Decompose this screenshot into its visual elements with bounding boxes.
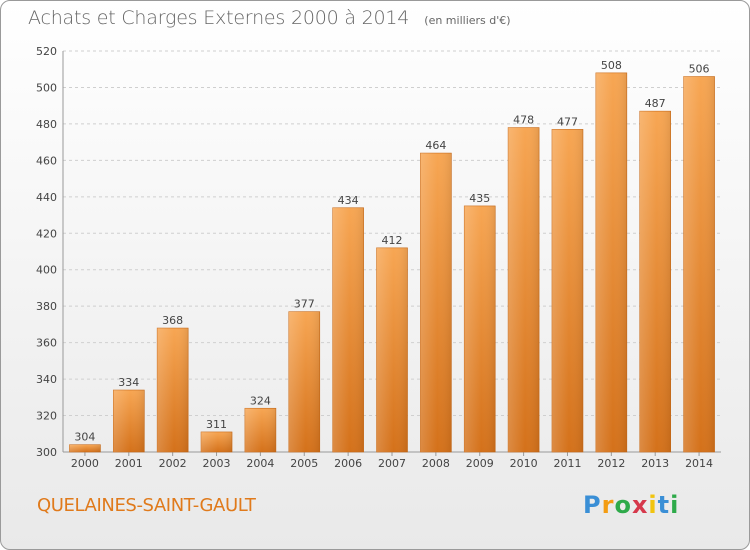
bar-shading: [69, 444, 101, 452]
data-label: 434: [338, 194, 359, 207]
bar-shading: [551, 129, 583, 453]
data-label: 506: [689, 63, 710, 76]
bar-shading: [113, 390, 145, 452]
data-label: 311: [206, 418, 227, 431]
y-tick-label: 340: [36, 373, 57, 386]
y-tick-label: 420: [36, 227, 57, 240]
commune-name: QUELAINES-SAINT-GAULT: [37, 495, 256, 516]
x-tick-label: 2009: [466, 457, 494, 470]
data-label: 324: [250, 394, 271, 407]
x-tick-label: 2005: [290, 457, 318, 470]
x-tick-label: 2006: [334, 457, 362, 470]
y-tick-label: 320: [36, 410, 57, 423]
x-tick-label: 2014: [685, 457, 713, 470]
bar-shading: [244, 408, 276, 452]
y-tick-label: 500: [36, 81, 57, 94]
bar-shading: [288, 311, 320, 452]
bar-shading: [508, 127, 540, 453]
x-tick-label: 2003: [203, 457, 231, 470]
x-tick-label: 2001: [115, 457, 143, 470]
bar-shading: [683, 76, 715, 452]
logo-letter: P: [583, 491, 602, 519]
data-label: 487: [645, 97, 666, 110]
y-tick-label: 360: [36, 337, 57, 350]
y-tick-label: 400: [36, 264, 57, 277]
y-tick-label: 480: [36, 118, 57, 131]
chart-title-text: Achats et Charges Externes 2000 à 2014: [28, 7, 410, 29]
bar-shading: [464, 205, 496, 452]
data-label: 478: [513, 114, 534, 127]
y-tick-label: 440: [36, 191, 57, 204]
y-tick-label: 460: [36, 154, 57, 167]
x-tick-label: 2007: [378, 457, 406, 470]
x-tick-label: 2010: [510, 457, 538, 470]
x-tick-label: 2000: [71, 457, 99, 470]
data-label: 412: [382, 234, 403, 247]
proxiti-logo: Proxiti: [583, 491, 679, 519]
data-label: 377: [294, 298, 315, 311]
bar-shading: [376, 247, 408, 452]
data-label: 477: [557, 115, 578, 128]
data-label: 304: [74, 431, 95, 444]
bar-shading: [639, 111, 671, 453]
axes: 300 320 340 360 380 400 420 440 460 480 500 520 2000…: [36, 45, 721, 470]
x-tick-label: 2012: [597, 457, 625, 470]
bar-shading: [332, 207, 364, 452]
y-tick-label: 300: [36, 446, 57, 459]
chart-unit: (en milliers d'€): [424, 14, 511, 27]
logo-letter: t: [657, 491, 671, 519]
x-tick-label: 2008: [422, 457, 450, 470]
logo-letter: i: [670, 491, 680, 519]
logo-letter: r: [601, 491, 615, 519]
logo-letter: i: [648, 491, 658, 519]
data-label: 334: [118, 376, 139, 389]
data-label: 435: [469, 192, 490, 205]
x-tick-label: 2002: [159, 457, 187, 470]
bar-shading: [595, 72, 627, 452]
x-tick-label: 2004: [246, 457, 274, 470]
logo-letter: x: [631, 491, 649, 519]
x-tick-label: 2013: [641, 457, 669, 470]
bars: [69, 72, 715, 453]
bar-shading: [201, 431, 233, 452]
data-label: 508: [601, 59, 622, 72]
y-tick-label: 380: [36, 300, 57, 313]
bar-shading: [157, 328, 189, 452]
x-tick-label: 2011: [553, 457, 581, 470]
data-labels: 304 334 368 311 324 377 434 412 464 435 478 477 508 4…: [74, 59, 709, 444]
chart-title: Achats et Charges Externes 2000 à 2014 (…: [28, 7, 511, 29]
data-label: 368: [162, 314, 183, 327]
bar-shading: [420, 153, 452, 452]
logo-letter: o: [614, 491, 632, 519]
y-tick-label: 520: [36, 45, 57, 58]
data-label: 464: [425, 139, 446, 152]
